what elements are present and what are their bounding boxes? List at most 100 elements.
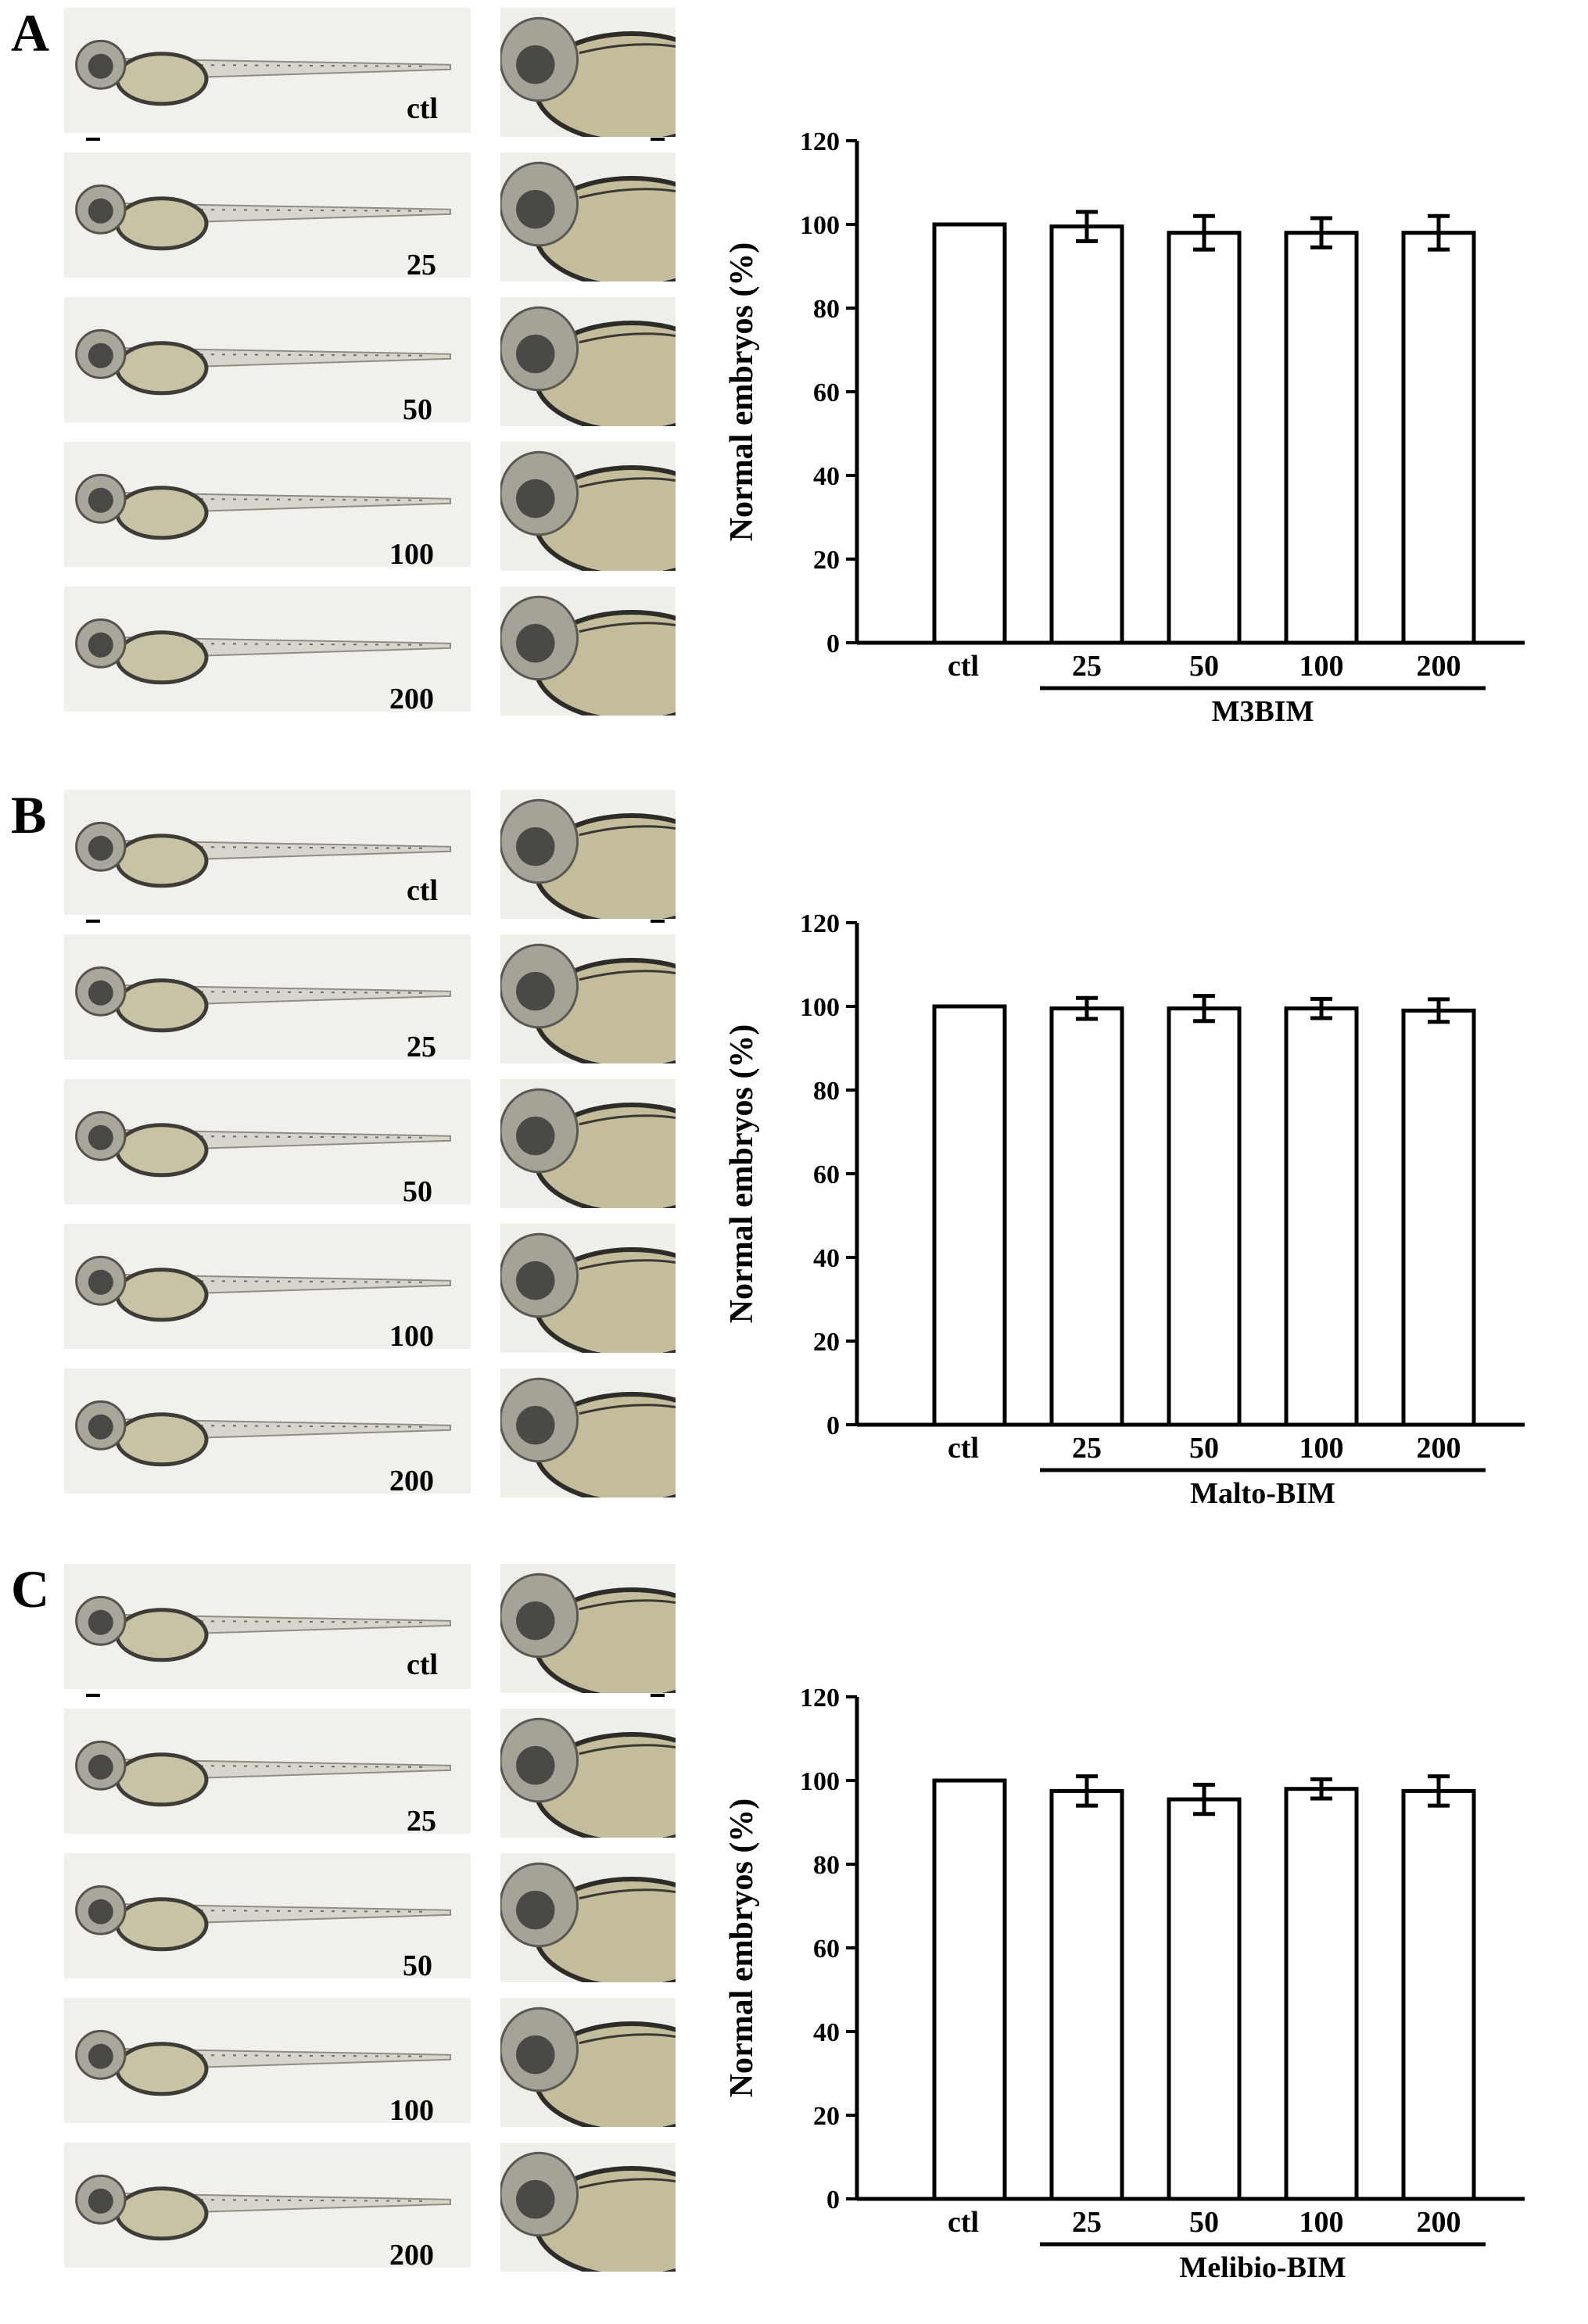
embryo-head-photo	[500, 1709, 676, 1838]
bar-50	[1167, 1797, 1242, 2201]
x-tick-label-100: 100	[1299, 2206, 1344, 2239]
bar-ctl	[932, 1004, 1007, 1427]
embryo-head-photo	[500, 442, 676, 571]
x-tick-label-200: 200	[1417, 650, 1461, 683]
panel-letter: B	[11, 785, 47, 845]
group-label: M3BIM	[1212, 695, 1314, 728]
y-tick-label: 0	[826, 629, 840, 658]
embryo-whole-photo	[64, 8, 471, 133]
panel-c: C ctl 25 50 100 200 0 20 40 60 80 100 120 Normal em…	[0, 1556, 1588, 2324]
panel-letter: C	[11, 1559, 50, 1619]
embryo-head-photo	[500, 1998, 676, 2127]
dose-label: ctl	[407, 92, 439, 125]
y-tick-label: 120	[800, 127, 840, 156]
embryo-head-photo	[500, 934, 676, 1063]
scale-bar	[651, 1694, 665, 1697]
scale-bar	[86, 138, 100, 141]
embryo-head-photo	[500, 297, 676, 426]
dose-label: 25	[407, 1031, 436, 1063]
x-tick-label-100: 100	[1299, 1432, 1344, 1465]
bar-100	[1284, 1006, 1359, 1427]
y-tick-label: 120	[800, 909, 840, 938]
y-tick-label: 20	[813, 546, 840, 575]
bar-100	[1284, 231, 1359, 645]
dose-label: 50	[403, 1175, 432, 1208]
embryo-head-photo	[500, 1564, 676, 1693]
x-tick-label-50: 50	[1189, 2206, 1219, 2239]
y-tick-label: 60	[813, 378, 840, 407]
embryo-whole-photo	[64, 442, 471, 567]
embryo-whole-photo	[64, 297, 471, 422]
x-tick-label-25: 25	[1072, 1432, 1102, 1465]
bar-25	[1049, 224, 1124, 645]
dose-label: 25	[407, 1805, 436, 1838]
x-tick-label-50: 50	[1189, 1432, 1219, 1465]
dose-label: 200	[389, 2239, 434, 2272]
panel-a: A ctl 25 50 100 200 0 20 40 60 80 100 120 Normal em…	[0, 0, 1588, 768]
dose-label: 200	[389, 1465, 434, 1497]
bar-25	[1049, 1788, 1124, 2201]
bar-chart-svg: 0 20 40 60 80 100 120 Normal embryos (%) ctl 25 50…	[724, 127, 1525, 728]
y-axis-label: Normal embryos (%)	[724, 242, 760, 542]
scale-bar	[86, 920, 100, 923]
y-tick-label: 80	[813, 295, 840, 324]
dose-label: ctl	[407, 1648, 439, 1681]
y-tick-label: 100	[800, 211, 840, 240]
dose-label: 50	[403, 393, 432, 426]
embryo-whole-photo	[64, 790, 471, 915]
group-label: Malto-BIM	[1190, 1477, 1335, 1510]
group-label: Melibio-BIM	[1179, 2251, 1346, 2284]
y-tick-label: 100	[800, 1767, 840, 1796]
bar-chart-c: 0 20 40 60 80 100 120 Normal embryos (%) ctl 25 50…	[704, 1673, 1579, 2299]
y-axis-label: Normal embryos (%)	[724, 1024, 760, 1324]
y-tick-label: 0	[826, 1411, 840, 1440]
embryo-head-photo	[500, 1079, 676, 1208]
panel-letter: A	[11, 3, 50, 63]
y-tick-label: 40	[813, 2018, 840, 2047]
dose-label: ctl	[407, 874, 439, 907]
x-tick-label-200: 200	[1417, 2206, 1461, 2239]
x-tick-label-200: 200	[1417, 1432, 1461, 1465]
embryo-whole-photo	[64, 934, 471, 1060]
y-tick-label: 60	[813, 1160, 840, 1189]
dose-label: 25	[407, 249, 436, 282]
bar-ctl	[932, 222, 1007, 645]
embryo-whole-photo	[64, 586, 471, 712]
bar-ctl	[932, 1778, 1007, 2201]
dose-label: 50	[403, 1949, 432, 1982]
bar-chart-a: 0 20 40 60 80 100 120 Normal embryos (%) ctl 25 50…	[704, 117, 1579, 743]
x-tick-label-25: 25	[1072, 650, 1102, 683]
bar-200	[1401, 231, 1476, 645]
embryo-head-photo	[500, 1853, 676, 1982]
y-tick-label: 60	[813, 1935, 840, 1964]
embryo-whole-photo	[64, 1368, 471, 1494]
dose-label: 100	[389, 2094, 434, 2127]
x-tick-label-ctl: ctl	[948, 650, 979, 683]
embryo-head-photo	[500, 152, 676, 282]
embryo-whole-photo	[64, 1998, 471, 2123]
x-tick-label-25: 25	[1072, 2206, 1102, 2239]
embryo-head-photo	[500, 790, 676, 919]
y-tick-label: 0	[826, 2186, 840, 2215]
embryo-whole-photo	[64, 1853, 471, 1978]
bar-200	[1401, 1008, 1476, 1427]
x-tick-label-ctl: ctl	[948, 1432, 979, 1465]
embryo-head-photo	[500, 2143, 676, 2272]
bar-25	[1049, 1006, 1124, 1427]
bar-chart-svg: 0 20 40 60 80 100 120 Normal embryos (%) ctl 25 50…	[724, 909, 1525, 1510]
embryo-head-photo	[500, 1368, 676, 1497]
bar-chart-svg: 0 20 40 60 80 100 120 Normal embryos (%) ctl 25 50…	[724, 1684, 1525, 2284]
x-tick-label-ctl: ctl	[948, 2206, 979, 2239]
embryo-whole-photo	[64, 1224, 471, 1349]
y-tick-label: 100	[800, 993, 840, 1022]
scale-bar	[651, 138, 665, 141]
y-tick-label: 20	[813, 2102, 840, 2131]
dose-label: 100	[389, 1320, 434, 1353]
dose-label: 100	[389, 538, 434, 571]
embryo-head-photo	[500, 8, 676, 137]
y-tick-label: 20	[813, 1328, 840, 1357]
bar-chart-b: 0 20 40 60 80 100 120 Normal embryos (%) ctl 25 50…	[704, 899, 1579, 1525]
y-tick-label: 80	[813, 1851, 840, 1880]
embryo-whole-photo	[64, 1079, 471, 1204]
embryo-whole-photo	[64, 2143, 471, 2268]
